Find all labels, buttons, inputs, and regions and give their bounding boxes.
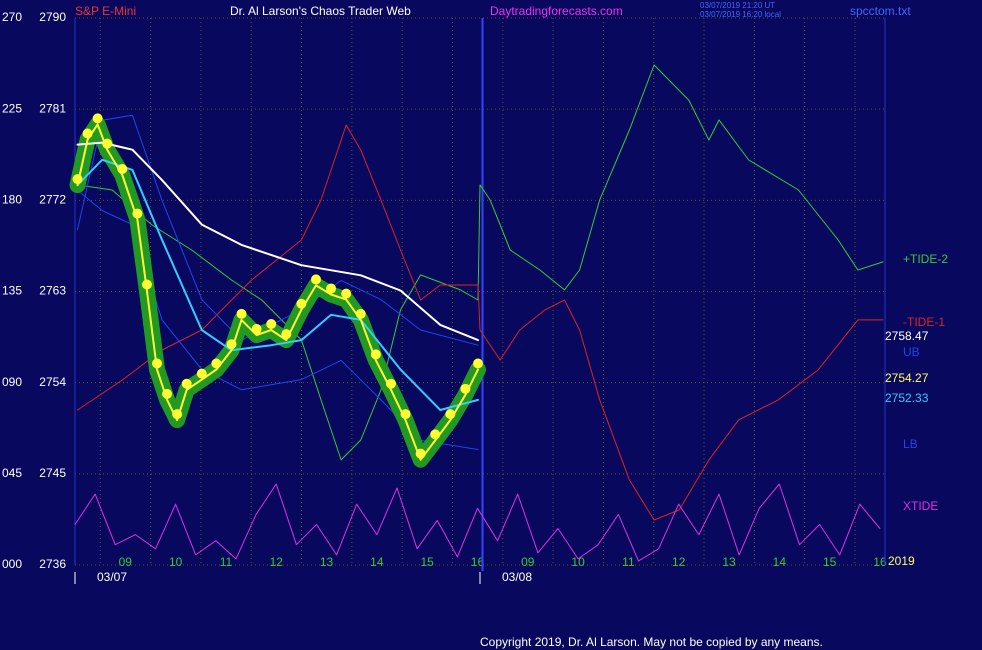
price-dot: [281, 329, 292, 340]
file-name: spcctom.txt: [850, 4, 911, 18]
x-tick-label: 11: [622, 555, 635, 569]
y-tick-label: 2763: [39, 284, 66, 298]
y2-tick-label: 225: [2, 101, 22, 115]
title: Dr. Al Larson's Chaos Trader Web: [230, 4, 411, 18]
legend-label: XTIDE: [903, 499, 938, 513]
price-dot: [430, 429, 441, 440]
y2-tick-label: 090: [2, 375, 22, 389]
x-tick-label: 13: [320, 555, 334, 569]
price-dot: [400, 409, 411, 420]
y-tick-label: 2772: [39, 193, 66, 207]
series-line: [77, 124, 884, 521]
y2-tick-label: 000: [2, 557, 22, 571]
stamp-local: 03/07/2019 16:20 local: [700, 10, 781, 19]
price-dot: [326, 283, 337, 294]
price-dot: [355, 308, 366, 319]
x-tick-label: 09: [521, 555, 535, 569]
legend-label: +TIDE-2: [903, 252, 948, 266]
price-dot: [341, 288, 352, 299]
symbol: S&P E-Mini: [75, 4, 136, 18]
x-tick-label: 15: [420, 555, 434, 569]
price-dot: [236, 308, 247, 319]
price-dot: [310, 274, 321, 285]
price-dot: [251, 324, 262, 335]
y-tick-label: 2781: [39, 101, 66, 115]
moving-average: [76, 158, 479, 411]
x-tick-label: 16: [873, 555, 887, 569]
price-dot: [445, 409, 456, 420]
moving-average: [76, 141, 479, 342]
price-dot: [141, 279, 152, 290]
y-tick-label: 2790: [39, 10, 66, 24]
readout: 2758.47: [885, 329, 929, 343]
price-dot: [102, 138, 113, 149]
y2-tick-label: 270: [2, 10, 22, 24]
x-tick-label: 14: [370, 555, 384, 569]
price-dot: [92, 113, 103, 124]
legend-label: UB: [903, 345, 920, 359]
x-tick-label: 13: [722, 555, 736, 569]
price-dot: [181, 378, 192, 389]
price-dot: [196, 368, 207, 379]
price-dot: [152, 358, 163, 369]
price-dot: [172, 409, 183, 420]
price-dot: [226, 339, 237, 350]
price-dot: [370, 349, 381, 360]
x-tick-label: 15: [823, 555, 837, 569]
x-tick-label: 14: [773, 555, 787, 569]
x-tick-label: 11: [220, 555, 233, 569]
legend-label: -TIDE-1: [903, 315, 945, 329]
y2-tick-label: 135: [2, 284, 22, 298]
price-dot: [460, 383, 471, 394]
y2-tick-label: 045: [2, 466, 22, 480]
x-tick-label: 10: [571, 555, 585, 569]
y-tick-label: 2736: [39, 557, 66, 571]
price-dot: [132, 208, 143, 219]
x-tick-label: 16: [471, 555, 485, 569]
year-label: 2019: [888, 554, 915, 568]
readout: 2754.27: [885, 371, 929, 385]
price-dot: [162, 388, 173, 399]
x-tick-label: 12: [270, 555, 284, 569]
x-tick-label: 12: [672, 555, 686, 569]
copyright: Copyright 2019, Dr. Al Larson. May not b…: [480, 635, 823, 649]
price-dot: [296, 298, 307, 309]
price-dot: [385, 378, 396, 389]
y2-tick-label: 180: [2, 193, 22, 207]
x-tick-label: 09: [119, 555, 133, 569]
legend-label: LB: [903, 437, 918, 451]
price-dot: [72, 174, 83, 185]
site: Daytradingforecasts.com: [490, 4, 623, 18]
series-line: [74, 483, 881, 562]
readout: 2752.33: [885, 391, 929, 405]
y-tick-label: 2745: [39, 466, 66, 480]
date-label: 03/08: [502, 570, 532, 584]
price-dot: [266, 318, 277, 329]
y-tick-label: 2754: [39, 375, 66, 389]
price-dot: [117, 164, 128, 175]
stamp-ut: 03/07/2019 21:20 UT: [700, 1, 775, 10]
price-dot: [472, 358, 483, 369]
date-label: 03/07: [97, 570, 127, 584]
price-dot: [415, 448, 426, 459]
series-line: [77, 64, 884, 461]
price-dot: [82, 128, 93, 139]
x-tick-label: 10: [169, 555, 183, 569]
price-line: [76, 123, 479, 461]
price-dot: [211, 358, 222, 369]
